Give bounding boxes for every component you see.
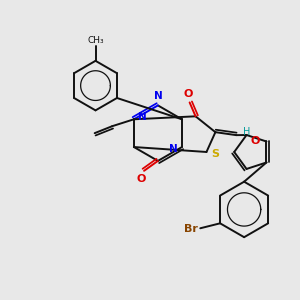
Text: O: O [250, 136, 260, 146]
Text: H: H [243, 127, 250, 137]
Text: S: S [212, 149, 219, 159]
Text: N: N [154, 92, 162, 101]
Text: O: O [136, 174, 146, 184]
Text: N: N [169, 144, 178, 154]
Text: N: N [138, 112, 147, 122]
Text: CH₃: CH₃ [87, 36, 104, 45]
Text: O: O [184, 89, 193, 100]
Text: Br: Br [184, 224, 198, 234]
